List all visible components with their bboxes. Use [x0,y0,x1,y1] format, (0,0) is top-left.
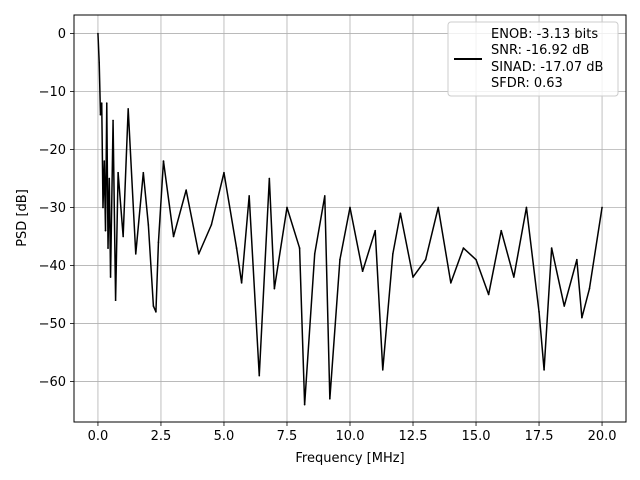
psd-data-point [157,241,160,244]
y-tick-label: −30 [39,201,66,216]
x-tick-label: 5.0 [214,429,235,444]
psd-data-point [100,102,103,104]
psd-data-point [122,235,124,238]
psd-data-point [543,369,545,371]
psd-data-point [286,206,288,209]
y-axis-label: PSD [dB] [15,189,30,247]
x-axis-label: Frequency [MHz] [295,451,404,466]
psd-data-point [313,253,316,255]
psd-data-point [185,189,187,191]
x-axis: 0.0 2.5 5.0 7.5 10.0 12.5 15.0 17.5 20.0 [88,422,617,444]
psd-data-point [114,299,117,302]
psd-data-point [323,195,326,197]
psd-data-point [240,282,243,284]
psd-data-point [412,276,414,278]
psd-data-point [162,160,165,162]
psd-data-point [581,316,583,319]
x-tick-label: 17.5 [525,429,554,444]
legend-enob: ENOB: -3.13 bits [491,27,598,42]
psd-data-point [563,305,566,307]
psd-data-point [235,247,238,249]
psd-data-point [117,171,119,174]
psd-data-point [97,32,99,35]
x-tick-label: 20.0 [588,429,617,444]
y-tick-label: 0 [58,27,66,42]
y-axis: 0 −10 −20 −30 −40 −50 −60 [39,27,74,390]
psd-data-point [102,206,104,209]
psd-data-point [450,282,452,284]
psd-data-point [273,287,276,290]
y-tick-label: −50 [39,317,66,332]
psd-data-point [588,287,591,290]
psd-data-point [329,398,331,400]
psd-data-point [142,171,145,174]
psd-data-point [381,369,384,371]
legend-snr: SNR: -16.92 dB [491,43,589,58]
psd-data-point [268,177,271,180]
psd-data-point [487,293,490,296]
psd-data-point [538,311,540,313]
psd-data-point [134,253,137,255]
psd-data-point [513,276,515,278]
psd-data-point [475,258,477,261]
psd-data-point [197,253,200,255]
psd-data-point [303,403,306,406]
psd-data-point [107,247,109,249]
psd-data-point [109,276,112,278]
psd-data-point [374,229,377,232]
psd-data-point [223,171,225,174]
y-tick-label: −10 [39,85,66,100]
psd-data-point [339,258,341,261]
psd-data-point [525,206,528,209]
psd-data-point [349,206,351,209]
psd-data-point [462,247,465,249]
psd-data-point [550,247,553,249]
psd-data-point [112,119,114,122]
psd-data-point [399,212,402,215]
legend-sfdr: SFDR: 0.63 [491,76,563,91]
psd-data-point [248,195,250,197]
x-tick-label: 10.0 [336,429,365,444]
psd-data-point [361,270,364,273]
y-tick-label: −20 [39,143,66,158]
psd-data-point [172,235,175,238]
psd-data-point [500,229,503,232]
y-tick-label: −60 [39,375,66,390]
psd-data-point [105,102,108,104]
x-tick-label: 15.0 [462,429,491,444]
psd-data-point [210,224,213,226]
x-tick-label: 12.5 [399,429,428,444]
x-tick-label: 2.5 [151,429,172,444]
psd-data-point [98,61,101,64]
psd-data-point [298,247,301,249]
legend: ENOB: -3.13 bits SNR: -16.92 dB SINAD: -… [447,21,619,97]
psd-data-point [127,108,129,110]
x-tick-label: 7.5 [277,429,298,444]
psd-data-point [108,177,111,180]
psd-data-point [424,258,427,261]
psd-data-point [576,258,578,261]
psd-data-point [437,206,440,209]
psd-data-point [601,206,603,209]
psd-data-point [99,113,102,116]
psd-data-point [152,305,155,307]
legend-box [447,21,619,97]
psd-data-point [258,374,261,377]
psd-data-point [147,224,150,226]
psd-data-point [155,311,157,313]
legend-sinad: SINAD: -17.07 dB [491,60,603,75]
psd-data-point [103,160,106,162]
psd-data-point [104,229,107,232]
plot-area [97,32,603,406]
y-tick-label: −40 [39,259,66,274]
x-tick-label: 0.0 [88,429,109,444]
psd-data-point [392,253,394,255]
